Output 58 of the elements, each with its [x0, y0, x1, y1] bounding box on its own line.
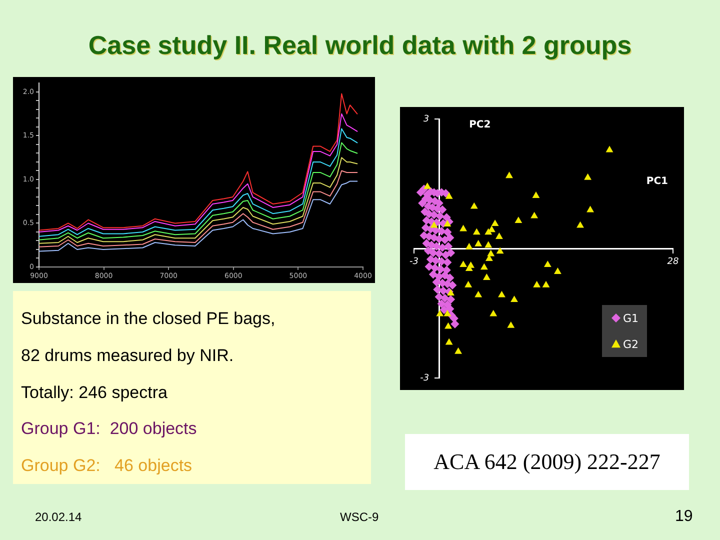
point: [576, 221, 584, 228]
point: [554, 268, 562, 274]
point: [464, 280, 472, 288]
point: [544, 260, 552, 268]
point: [514, 216, 522, 224]
point: [507, 321, 515, 328]
x-axis-title: PC1: [646, 176, 668, 188]
point: [445, 192, 453, 199]
text: Group G1: 200 objects: [21, 419, 197, 440]
point: [447, 289, 454, 296]
point: [472, 228, 480, 235]
point: [496, 247, 504, 254]
y-tick-label: 3: [423, 114, 430, 124]
point: [445, 338, 453, 345]
legend-label: G1: [623, 312, 639, 325]
point: [530, 212, 538, 218]
point: [487, 250, 495, 256]
point: [532, 192, 540, 198]
point: [490, 310, 498, 316]
point: [444, 322, 452, 329]
point: [491, 220, 499, 226]
text: 82 drums measured by NIR.: [21, 346, 234, 366]
point: [533, 280, 541, 288]
point: [495, 232, 503, 239]
point: [436, 310, 444, 316]
point: [465, 242, 473, 250]
point: [542, 280, 550, 288]
point: [454, 347, 462, 354]
point: [606, 146, 614, 152]
point: [444, 310, 452, 316]
text: Totally: 246 spectra: [21, 382, 168, 403]
x-tick-label: 28: [667, 257, 679, 268]
point: [584, 173, 592, 180]
point: [484, 241, 492, 248]
point: [470, 202, 478, 209]
point: [424, 182, 432, 189]
point: [430, 221, 438, 228]
point: [467, 261, 475, 268]
point: [474, 240, 482, 246]
text: Substance in the closed PE bags,: [21, 309, 276, 329]
text: 20.02.14: [35, 510, 82, 524]
text: WSC-9: [340, 510, 379, 524]
point: [460, 260, 468, 268]
point: [480, 263, 488, 270]
point: [444, 220, 452, 226]
text: ACA 642 (2009) 222-227: [405, 434, 689, 490]
point: [482, 274, 490, 280]
y-axis-title: PC2: [469, 120, 491, 131]
text: Case study II. Real world data with 2 groups: [87, 30, 633, 61]
point: [460, 224, 468, 232]
point: [586, 206, 594, 212]
point: [506, 172, 513, 178]
point: [498, 290, 506, 298]
text: 19: [675, 508, 693, 526]
point: [474, 290, 482, 298]
text: Group G2: 46 objects: [21, 456, 192, 476]
point: [510, 296, 518, 302]
legend-label: G2: [623, 338, 639, 351]
